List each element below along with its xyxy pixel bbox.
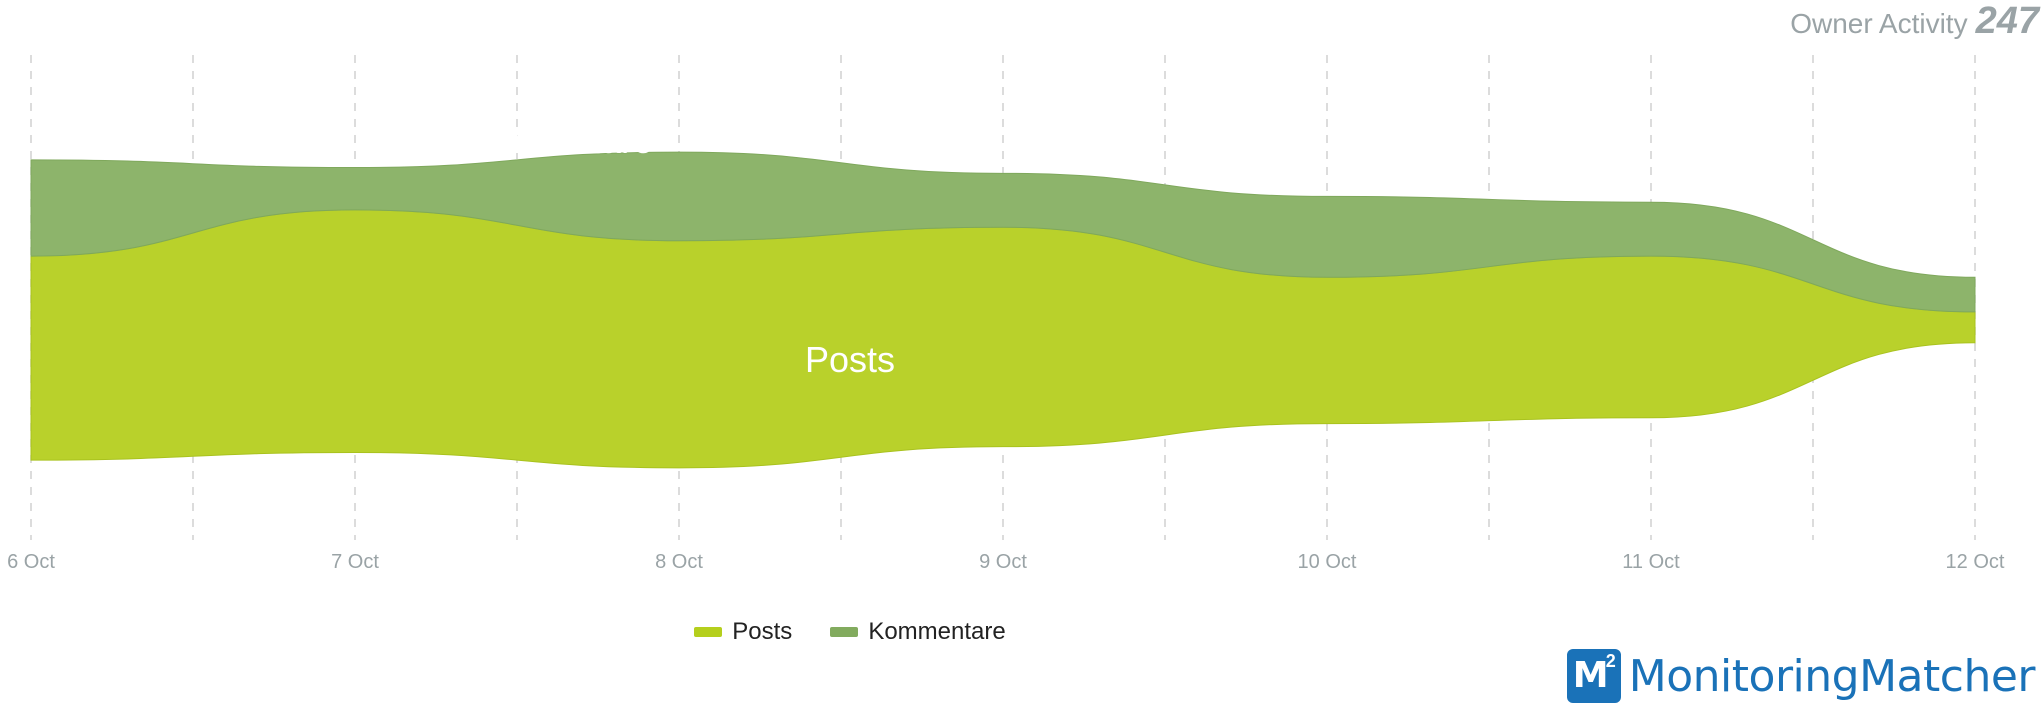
logo-wordmark: MonitoringMatcher [1628, 650, 2036, 702]
x-tick-label: 6 Oct [7, 551, 55, 573]
series-label-posts: Posts [805, 339, 895, 380]
chart-header: Owner Activity 247 [1790, 0, 2039, 43]
legend-item-posts[interactable]: Posts [694, 618, 792, 646]
legend-item-kommentare[interactable]: Kommentare [830, 618, 1006, 646]
x-tick-label: 11 Oct [1622, 551, 1680, 573]
legend-swatch-kommentare [830, 627, 859, 637]
x-tick-label: 12 Oct [1946, 551, 2005, 573]
chart-title: Owner Activity [1790, 8, 1968, 39]
x-tick-label: 7 Oct [331, 551, 379, 573]
x-tick-label: 10 Oct [1298, 551, 1357, 573]
legend-label-posts: Posts [732, 618, 793, 645]
x-tick-label: 9 Oct [979, 551, 1027, 573]
legend: Posts Kommentare [0, 618, 1700, 646]
x-axis: 6 Oct 7 Oct 8 Oct 9 Oct 10 Oct 11 Oct 12 Oct [7, 551, 2005, 573]
x-tick-label: 8 Oct [655, 551, 703, 573]
legend-swatch-posts [694, 627, 723, 637]
series-label-kommentare: Kommentare [447, 120, 653, 161]
brand-logo: M 2 MonitoringMatcher [1566, 649, 2036, 703]
logo-mark-icon: M 2 [1566, 649, 1621, 703]
series-area-kommentare[interactable] [30, 151, 1976, 313]
activity-count: 247 [1975, 0, 2039, 42]
legend-label-kommentare: Kommentare [868, 618, 1006, 645]
